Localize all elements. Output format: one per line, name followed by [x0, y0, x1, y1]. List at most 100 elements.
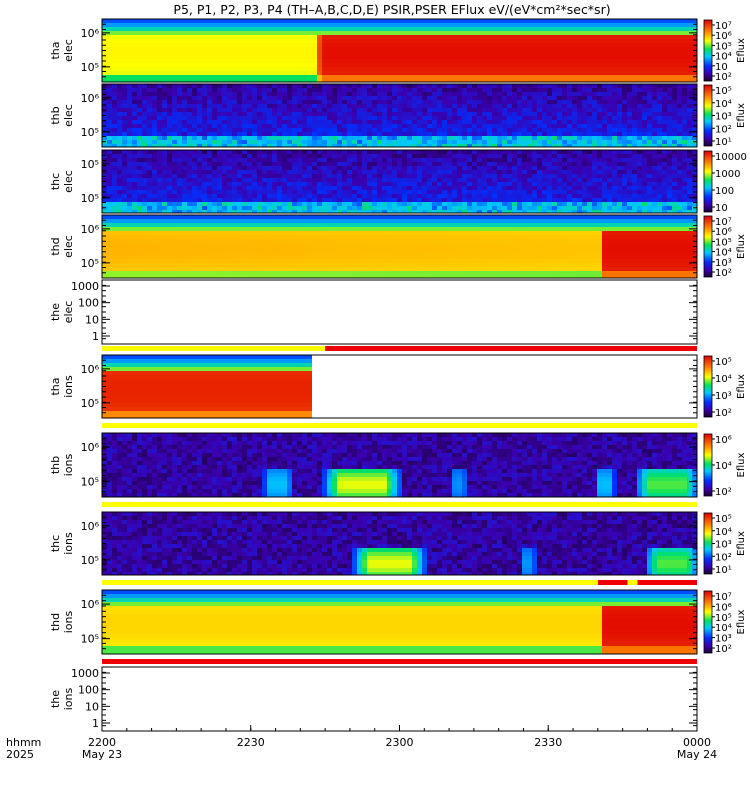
spectrogram-cell [297, 136, 302, 140]
spectrogram-cell [467, 136, 472, 140]
spectrogram-cell [152, 96, 157, 100]
spectrogram-cell [667, 92, 672, 96]
spectrogram-cell [257, 186, 262, 190]
spectrogram-cell [392, 108, 397, 112]
spectrogram-cell [632, 27, 637, 31]
spectrogram-cell [187, 67, 192, 71]
spectrogram-cell [377, 140, 382, 144]
spectrogram-cell [392, 43, 397, 47]
spectrogram-cell [227, 35, 232, 39]
spectrogram-cell [667, 63, 672, 67]
spectrogram-cell [312, 170, 317, 174]
spectrogram-cell [192, 136, 197, 140]
spectrogram-cell [462, 140, 467, 144]
spectrogram-cell [127, 150, 132, 154]
spectrogram-cell [337, 55, 342, 59]
spectrogram-cell [487, 47, 492, 51]
spectrogram-cell [652, 108, 657, 112]
spectrogram-cell [342, 198, 347, 202]
spectrogram-cell [562, 67, 567, 71]
spectrogram-cell [102, 100, 107, 104]
spectrogram-cell [522, 23, 527, 27]
spectrogram-cell [407, 190, 412, 194]
spectrogram-cell [362, 84, 367, 88]
spectrogram-cell [322, 136, 327, 140]
spectrogram-cell [402, 170, 407, 174]
spectrogram-cell [252, 104, 257, 108]
spectrogram-cell [367, 116, 372, 120]
spectrogram-cell [352, 55, 357, 59]
spectrogram-cell [587, 23, 592, 27]
spectrogram-cell [222, 206, 227, 210]
spectrogram-cell [532, 71, 537, 75]
spectrogram-cell [132, 35, 137, 39]
spectrogram-cell [512, 128, 517, 132]
spectrogram-cell [647, 100, 652, 104]
spectrogram-cell [127, 47, 132, 51]
spectrogram-cell [112, 23, 117, 27]
spectrogram-cell [667, 51, 672, 55]
spectrogram-cell [222, 178, 227, 182]
spectrogram-cell [177, 206, 182, 210]
spectrogram-cell [352, 100, 357, 104]
spectrogram-cell [237, 96, 242, 100]
spectrogram-cell [232, 182, 237, 186]
spectrogram-cell [102, 198, 107, 202]
spectrogram-cell [462, 96, 467, 100]
spectrogram-cell [202, 59, 207, 63]
spectrogram-cell [122, 186, 127, 190]
spectrogram-cell [532, 132, 537, 136]
spectrogram-cell [177, 194, 182, 198]
spectrogram-cell [292, 120, 297, 124]
spectrogram-cell [502, 59, 507, 63]
spectrogram-cell [277, 35, 282, 39]
spectrogram-cell [422, 55, 427, 59]
spectrogram-cell [497, 140, 502, 144]
y-tick-label: 10⁶ [81, 27, 100, 40]
spectrogram-cell [377, 116, 382, 120]
spectrogram-cell [442, 108, 447, 112]
spectrogram-cell [147, 154, 152, 158]
spectrogram-cell [397, 162, 402, 166]
spectrogram-cell [212, 154, 217, 158]
spectrogram-cell [172, 112, 177, 116]
spectrogram-cell [597, 132, 602, 136]
spectrogram-cell [612, 92, 617, 96]
spectrogram-cell [152, 67, 157, 71]
spectrogram-cell [267, 27, 272, 31]
spectrogram-cell [452, 31, 457, 35]
spectrogram-cell [127, 174, 132, 178]
spectrogram-cell [167, 59, 172, 63]
spectrogram-cell [437, 174, 442, 178]
spectrogram-cell [347, 39, 352, 43]
spectrogram-cell [392, 140, 397, 144]
spectrogram-cell [362, 39, 367, 43]
spectrogram-cell [237, 186, 242, 190]
spectrogram-cell [437, 43, 442, 47]
spectrogram-cell [402, 51, 407, 55]
spectrogram-cell [162, 162, 167, 166]
spectrogram-cell [117, 31, 122, 35]
spectrogram-cell [152, 112, 157, 116]
spectrogram-cell [277, 206, 282, 210]
spectrogram-cell [477, 128, 482, 132]
spectrogram-cell [542, 19, 547, 23]
spectrogram-cell [462, 124, 467, 128]
spectrogram-cell [457, 27, 462, 31]
spectrogram-cell [387, 55, 392, 59]
spectrogram-cell [677, 35, 682, 39]
spectrogram-cell [232, 104, 237, 108]
spectrogram-cell [472, 51, 477, 55]
spectrogram-cell [337, 112, 342, 116]
spectrogram-cell [137, 55, 142, 59]
spectrogram-cell [247, 19, 252, 23]
spectrogram-cell [117, 158, 122, 162]
spectrogram-cell [267, 174, 272, 178]
spectrogram-cell [167, 27, 172, 31]
spectrogram-cell [362, 206, 367, 210]
spectrogram-cell [157, 27, 162, 31]
spectrogram-cell [637, 140, 642, 144]
spectrogram-cell [552, 124, 557, 128]
spectrogram-cell [602, 88, 607, 92]
spectrogram-cell [177, 112, 182, 116]
